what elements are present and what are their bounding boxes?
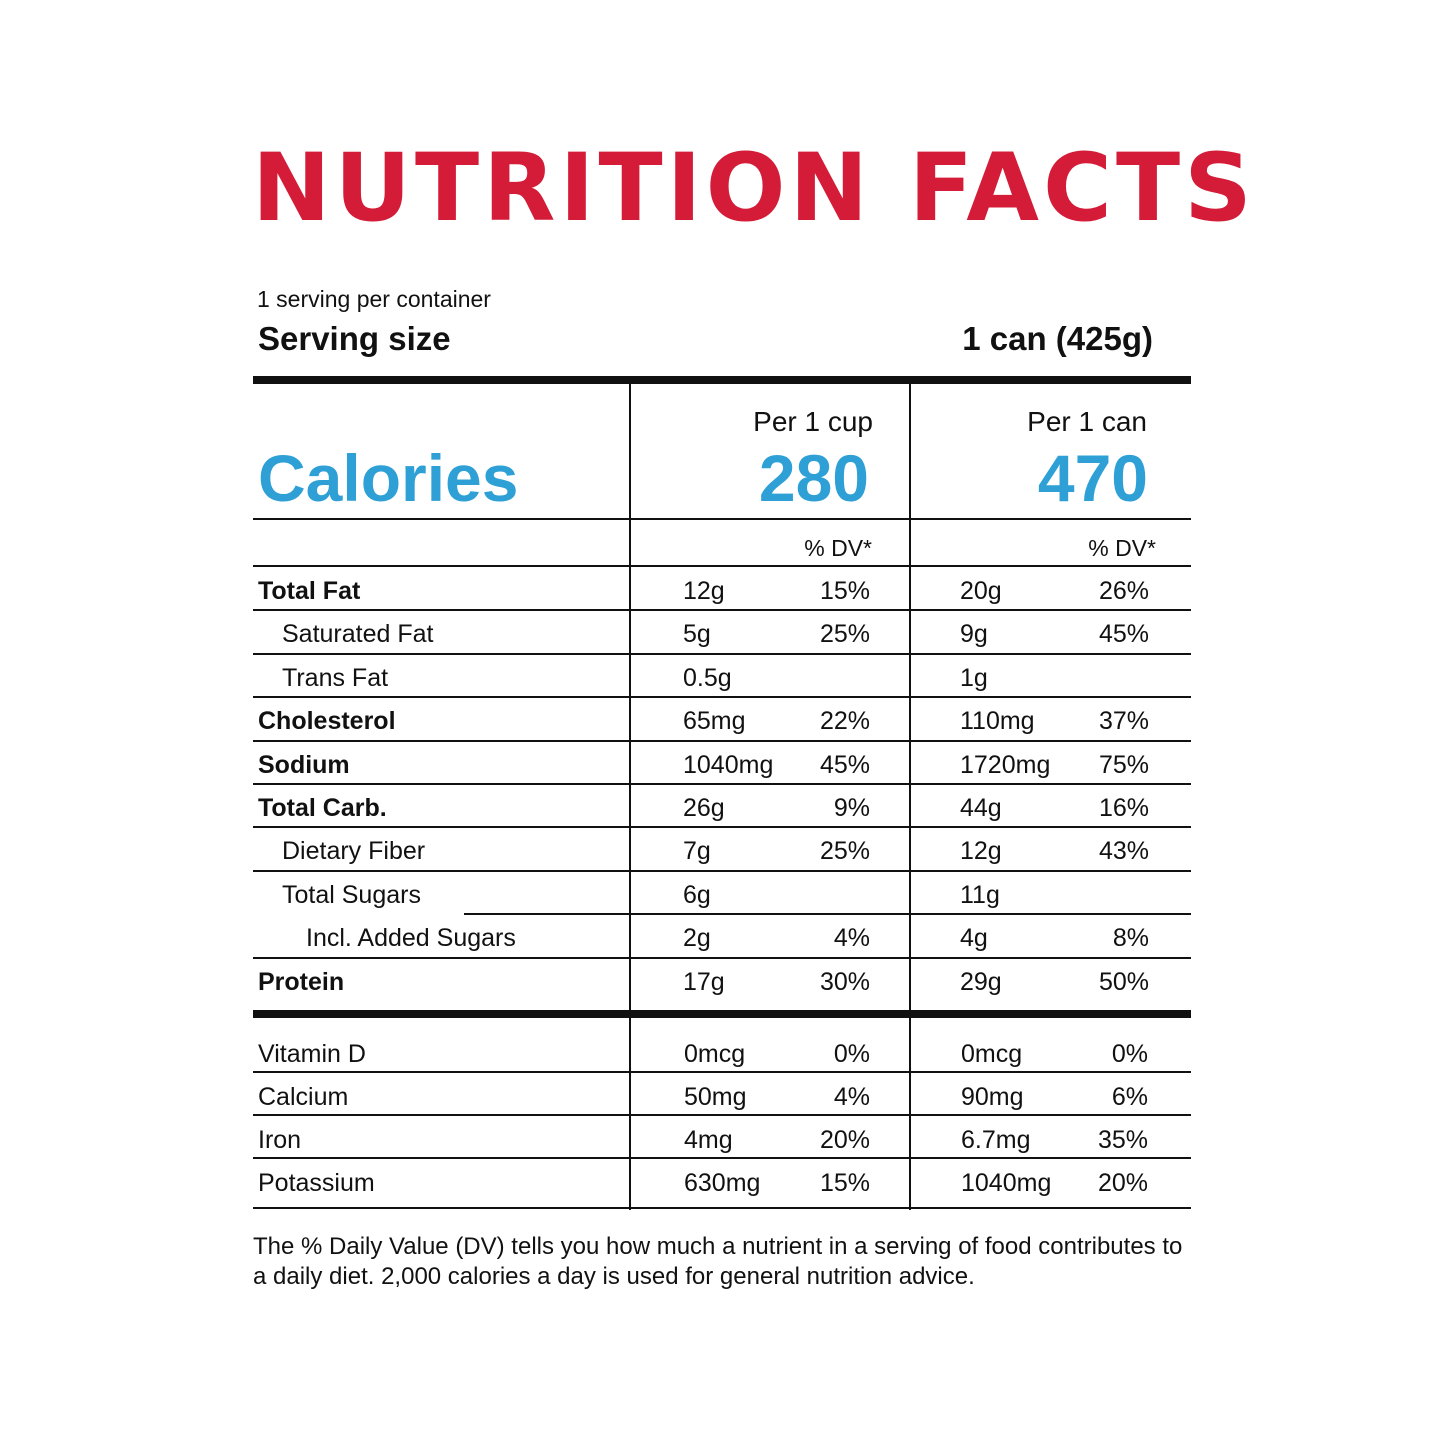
vitamin-amount-cup: 4mg	[684, 1126, 733, 1154]
nutrient-amount-cup: 5g	[683, 620, 711, 649]
vitamin-amount-cup: 630mg	[684, 1169, 761, 1197]
nutrient-dv-cup: 22%	[819, 707, 870, 736]
nutrient-amount-can: 44g	[960, 794, 1002, 822]
nutrient-row-divider	[253, 956, 1191, 959]
vitamin-amount-can: 1040mg	[961, 1169, 1052, 1197]
serving-size-value: 1 can (425g)	[962, 320, 1153, 357]
nutrient-dv-cup: 30%	[819, 967, 870, 996]
nutrient-name: Total Sugars	[282, 880, 421, 909]
nutrient-amount-can: 12g	[960, 837, 1002, 866]
nutrient-amount-cup: 26g	[683, 794, 725, 822]
vitamin-amount-cup: 0mcg	[684, 1040, 746, 1068]
nutrient-row-divider	[253, 739, 1191, 742]
vitamin-dv-can: 20%	[1097, 1169, 1148, 1197]
per-can-header: Per 1 can	[1027, 406, 1147, 437]
vitamin-name: Potassium	[258, 1169, 375, 1197]
servings-per-container: 1 serving per container	[257, 286, 491, 312]
nutrient-dv-cup: 45%	[819, 750, 870, 779]
vitamin-dv-cup: 20%	[819, 1126, 870, 1154]
dv-header-cup: % DV*	[804, 535, 872, 561]
nutrient-row-divider	[253, 696, 1191, 699]
nutrient-dv-can: 37%	[1098, 707, 1149, 736]
nutrient-name: Trans Fat	[282, 663, 389, 692]
nutrient-dv-can: 16%	[1098, 794, 1149, 822]
vitamin-row-divider	[253, 1071, 1191, 1073]
calories-divider	[253, 518, 1191, 520]
calories-per-can: 470	[1037, 441, 1148, 515]
dv-header-can: % DV*	[1088, 535, 1156, 561]
nutrient-amount-cup: 6g	[683, 880, 711, 909]
nutrient-name: Saturated Fat	[282, 620, 434, 649]
vitamin-dv-cup: 4%	[833, 1083, 870, 1111]
per-cup-header: Per 1 cup	[753, 406, 873, 437]
nutrient-dv-can: 26%	[1098, 577, 1149, 605]
nutrient-name: Cholesterol	[258, 707, 396, 736]
vitamin-row-divider	[253, 1157, 1191, 1159]
nutrient-amount-cup: 7g	[683, 837, 711, 866]
vitamin-amount-can: 6.7mg	[961, 1126, 1031, 1154]
dv-header-divider	[253, 565, 1191, 567]
nutrient-dv-cup: 25%	[819, 620, 870, 649]
nutrient-amount-can: 9g	[960, 620, 988, 649]
vitamin-dv-can: 6%	[1111, 1083, 1148, 1111]
nutrient-amount-can: 29g	[960, 967, 1002, 996]
nutrient-amount-can: 110mg	[960, 707, 1035, 736]
nutrient-name: Total Carb.	[258, 794, 387, 822]
nutrient-dv-can: 43%	[1098, 837, 1149, 866]
nutrient-row-divider	[253, 826, 1191, 829]
nutrient-row-divider	[464, 913, 1191, 916]
nutrient-dv-can: 50%	[1098, 967, 1149, 996]
nutrient-amount-can: 1g	[960, 663, 988, 692]
nutrient-dv-cup: 15%	[819, 577, 870, 605]
nutrient-amount-can: 1720mg	[960, 750, 1051, 779]
nutrient-name: Incl. Added Sugars	[306, 924, 516, 953]
vitamin-name: Iron	[258, 1126, 302, 1154]
nutrient-amount-cup: 0.5g	[683, 663, 732, 692]
vitamin-amount-can: 0mcg	[961, 1040, 1023, 1068]
vitamin-amount-cup: 50mg	[684, 1083, 747, 1111]
nutrient-amount-can: 20g	[960, 577, 1002, 605]
nutrient-dv-cup: 25%	[819, 837, 870, 866]
vitamin-name: Vitamin D	[258, 1040, 366, 1068]
calories-label: Calories	[258, 441, 519, 515]
nutrient-amount-can: 4g	[960, 924, 988, 953]
column-divider-can	[909, 384, 911, 1210]
nutrient-row-divider	[253, 652, 1191, 655]
nutrient-row-divider	[253, 609, 1191, 612]
vitamin-dv-can: 35%	[1097, 1126, 1148, 1154]
nutrient-name: Sodium	[258, 750, 350, 779]
table-bottom-rule	[253, 1207, 1191, 1209]
vitamin-amount-can: 90mg	[961, 1083, 1024, 1111]
nutrient-amount-cup: 1040mg	[683, 750, 774, 779]
serving-size-label: Serving size	[258, 320, 451, 357]
nutrient-amount-can: 11g	[960, 880, 1000, 909]
vitamin-dv-cup: 15%	[819, 1169, 870, 1197]
nutrient-amount-cup: 12g	[683, 577, 725, 605]
column-divider-cup	[629, 384, 631, 1210]
nutrient-name: Dietary Fiber	[282, 837, 426, 866]
nutrient-amount-cup: 2g	[683, 924, 711, 953]
vitamin-dv-cup: 0%	[833, 1040, 870, 1068]
nutrient-amount-cup: 65mg	[683, 707, 746, 736]
nutrient-row-divider	[253, 783, 1191, 785]
nutrient-row-divider	[253, 869, 1191, 872]
vitamin-dv-can: 0%	[1111, 1040, 1148, 1068]
nutrient-name: Protein	[258, 967, 345, 996]
nutrient-dv-can: 8%	[1112, 924, 1149, 953]
vitamin-name: Calcium	[258, 1083, 349, 1111]
nutrient-dv-cup: 4%	[833, 924, 870, 953]
page-title: NUTRITION FACTS	[252, 134, 1256, 243]
vitamin-row-divider	[253, 1114, 1191, 1116]
thick-divider-vitamins	[253, 1010, 1191, 1018]
nutrient-dv-can: 45%	[1098, 620, 1149, 649]
daily-value-footnote: The % Daily Value (DV) tells you how muc…	[253, 1233, 1183, 1290]
calories-per-cup: 280	[758, 441, 869, 515]
thick-divider-top	[253, 376, 1191, 384]
nutrient-amount-cup: 17g	[683, 967, 725, 996]
nutrient-name: Total Fat	[258, 577, 361, 605]
nutrient-dv-can: 75%	[1098, 750, 1149, 779]
nutrient-dv-cup: 9%	[833, 794, 870, 822]
